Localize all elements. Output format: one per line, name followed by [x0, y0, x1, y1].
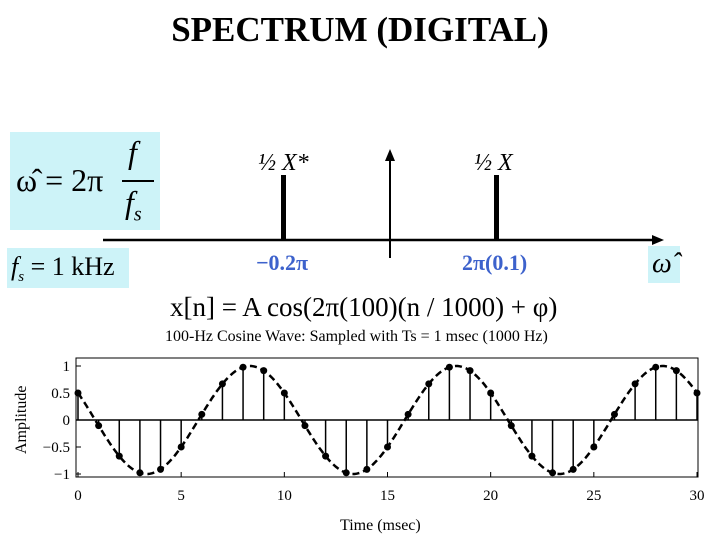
y-tick-label: 0.5 [51, 386, 70, 402]
stem-marker [342, 469, 350, 477]
y-tick-label: −1 [54, 467, 70, 483]
plot-frame [75, 357, 699, 478]
left-frequency-label: −0.2π [256, 250, 309, 275]
stem-marker [610, 410, 618, 418]
stem-marker [177, 443, 185, 451]
omega-axis-label-box: ω̂ [648, 246, 680, 283]
stem-marker [363, 465, 371, 473]
x-tick-label: 10 [277, 488, 292, 504]
left-line-label: ½ X* [258, 150, 309, 176]
omega-formula-numerator: f [128, 134, 137, 170]
stem-marker [507, 422, 515, 430]
y-tick-label: −0.5 [43, 440, 70, 456]
stem-marker [652, 363, 660, 371]
stem-marker [549, 469, 557, 477]
vertical-axis-arrow [385, 149, 395, 161]
stem-marker [466, 367, 474, 375]
y-axis-label: Amplitude [13, 386, 30, 454]
stem-plot: 10.50−0.5−10 5 10 15 20 25 30 Time (msec) Ampl… [13, 357, 705, 534]
chart-title: 100-Hz Cosine Wave: Sampled with Ts = 1 … [165, 328, 548, 345]
spectrum-diagram: ½ X* ½ X [103, 149, 664, 258]
x-tick-label: 25 [586, 488, 601, 504]
stem-marker [672, 367, 680, 375]
x-tick-label: 15 [380, 488, 395, 504]
stem-marker [404, 410, 412, 418]
frequency-axis-arrow [652, 235, 664, 245]
stem-marker [384, 443, 391, 451]
stem-marker [115, 452, 123, 460]
fs-formula: fs = 1 kHz [11, 252, 115, 286]
y-tick-label: 0 [63, 413, 71, 429]
stem-marker [425, 380, 433, 388]
right-frequency-label: 2π(0.1) [462, 250, 528, 275]
y-tick-label: 1 [63, 359, 71, 375]
stem-marker [322, 452, 330, 460]
omega-formula-lhs: ω̂ = 2π [16, 162, 104, 198]
x-tick-label: 0 [74, 488, 82, 504]
stem-marker [487, 389, 495, 397]
stem-marker [95, 422, 103, 430]
stem-marker [301, 422, 309, 430]
fs-formula-box: fs = 1 kHz [7, 248, 129, 288]
stem-marker [157, 465, 165, 473]
spectral-line-positive [494, 175, 499, 240]
fraction-bar [122, 180, 154, 182]
stem-marker [631, 380, 639, 388]
stem-marker [280, 389, 288, 397]
x-axis-label: Time (msec) [340, 517, 421, 534]
stem-marker [239, 363, 247, 371]
signal-equation: x[n] = A cos(2π(100)(n / 1000) + φ) [170, 292, 558, 322]
x-tick-label: 20 [483, 488, 498, 504]
stem-marker [260, 367, 268, 375]
slide-title: SPECTRUM (DIGITAL) [171, 10, 549, 49]
x-tick-label: 5 [177, 488, 185, 504]
stem-marker [445, 363, 453, 371]
omega-formula-denominator: fs [125, 184, 142, 226]
stem-marker [218, 380, 226, 388]
omega-axis-label: ω̂ [652, 248, 672, 279]
right-line-label: ½ X [474, 150, 514, 176]
stem-marker [136, 469, 144, 477]
stem-marker [198, 410, 206, 418]
spectral-line-negative [281, 175, 286, 240]
stem-marker [528, 452, 536, 460]
stem-marker [590, 443, 598, 451]
stem-marker [693, 389, 701, 397]
stem-marker [569, 465, 577, 473]
x-tick-label: 30 [690, 488, 705, 504]
omega-formula-box: ω̂ = 2π f fs [10, 132, 160, 230]
